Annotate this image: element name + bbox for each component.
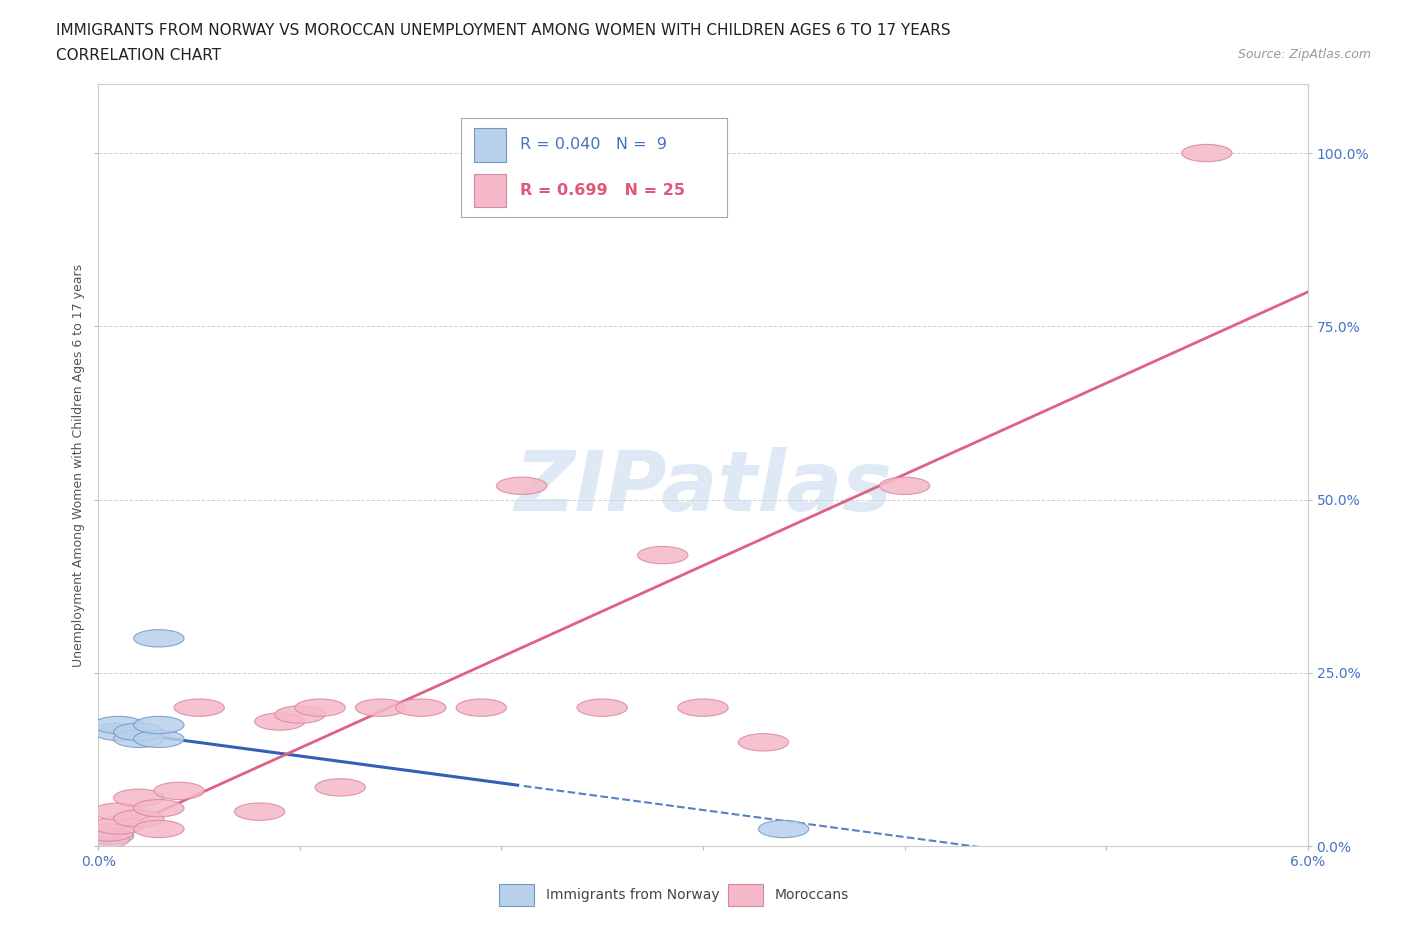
Text: Moroccans: Moroccans (775, 887, 849, 902)
Ellipse shape (576, 699, 627, 716)
Text: R = 0.040   N =  9: R = 0.040 N = 9 (520, 138, 666, 153)
FancyBboxPatch shape (474, 128, 506, 162)
Ellipse shape (678, 699, 728, 716)
Ellipse shape (174, 699, 225, 716)
Ellipse shape (153, 782, 204, 800)
Ellipse shape (93, 803, 143, 820)
Text: IMMIGRANTS FROM NORWAY VS MOROCCAN UNEMPLOYMENT AMONG WOMEN WITH CHILDREN AGES 6: IMMIGRANTS FROM NORWAY VS MOROCCAN UNEMP… (56, 23, 950, 38)
Ellipse shape (83, 828, 134, 844)
Ellipse shape (879, 477, 929, 495)
FancyBboxPatch shape (474, 174, 506, 207)
Text: R = 0.699   N = 25: R = 0.699 N = 25 (520, 183, 685, 198)
Ellipse shape (274, 706, 325, 724)
Ellipse shape (134, 730, 184, 748)
Ellipse shape (114, 789, 165, 806)
Ellipse shape (93, 724, 143, 740)
Ellipse shape (235, 803, 285, 820)
Ellipse shape (114, 810, 165, 828)
Ellipse shape (395, 699, 446, 716)
Text: CORRELATION CHART: CORRELATION CHART (56, 48, 221, 63)
Ellipse shape (134, 716, 184, 734)
Ellipse shape (637, 547, 688, 564)
Ellipse shape (758, 820, 808, 838)
Ellipse shape (738, 734, 789, 751)
Ellipse shape (134, 630, 184, 647)
Ellipse shape (83, 824, 134, 841)
Text: ZIPatlas: ZIPatlas (515, 447, 891, 528)
Ellipse shape (1181, 144, 1232, 162)
Ellipse shape (356, 699, 406, 716)
Ellipse shape (295, 699, 346, 716)
Ellipse shape (93, 716, 143, 734)
Text: Source: ZipAtlas.com: Source: ZipAtlas.com (1237, 48, 1371, 61)
Y-axis label: Unemployment Among Women with Children Ages 6 to 17 years: Unemployment Among Women with Children A… (72, 263, 84, 667)
Ellipse shape (456, 699, 506, 716)
Ellipse shape (114, 730, 165, 748)
Ellipse shape (93, 817, 143, 834)
Ellipse shape (79, 830, 129, 848)
Ellipse shape (134, 800, 184, 817)
Ellipse shape (496, 477, 547, 495)
Ellipse shape (315, 778, 366, 796)
Ellipse shape (254, 713, 305, 730)
Ellipse shape (134, 820, 184, 838)
Ellipse shape (114, 724, 165, 740)
Text: Immigrants from Norway: Immigrants from Norway (546, 887, 718, 902)
